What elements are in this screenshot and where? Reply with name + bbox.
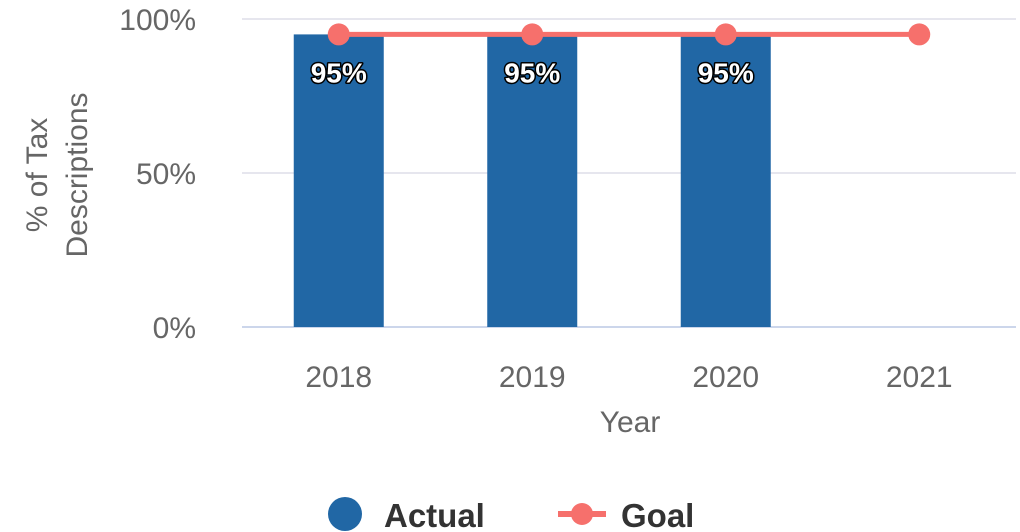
axes: Year % of Tax Descriptions 0% 50% 100% 2018… [21,4,953,439]
x-tick-label: 2020 [692,361,759,394]
x-axis-title: Year [600,406,661,439]
bar-data-label: 95% [698,57,754,88]
y-axis-title-line-2: Descriptions [61,92,94,257]
legend-goal-label: Goal [621,497,694,532]
goal-point[interactable] [521,23,544,46]
legend-item-actual[interactable]: Actual [328,497,485,532]
bar-data-label: 95% [504,57,560,88]
legend: Actual Goal [328,497,694,532]
bar-data-label: 95% [311,57,367,88]
x-tick-label: 2019 [499,361,566,394]
goal-point[interactable] [908,23,931,46]
y-axis-title: % of Tax Descriptions [21,92,94,257]
x-tick-label: 2018 [305,361,372,394]
legend-item-goal[interactable]: Goal [558,497,694,532]
y-tick-label: 0% [153,312,196,345]
x-tick-label: 2021 [886,361,953,394]
data-labels: 95% 95% 95% [309,56,755,90]
goal-line-series [327,23,931,46]
y-tick-label: 100% [119,4,196,37]
bar-actual[interactable] [293,34,384,328]
legend-actual-marker [328,497,362,531]
y-axis-title-line-1: % of Tax [21,118,54,233]
legend-goal-marker [571,503,593,525]
actual-bars [293,34,771,328]
bar-actual[interactable] [487,34,578,328]
goal-point[interactable] [714,23,737,46]
goal-point[interactable] [327,23,350,46]
bar-actual[interactable] [680,34,771,328]
y-tick-label: 50% [136,158,196,191]
legend-actual-label: Actual [384,497,485,532]
